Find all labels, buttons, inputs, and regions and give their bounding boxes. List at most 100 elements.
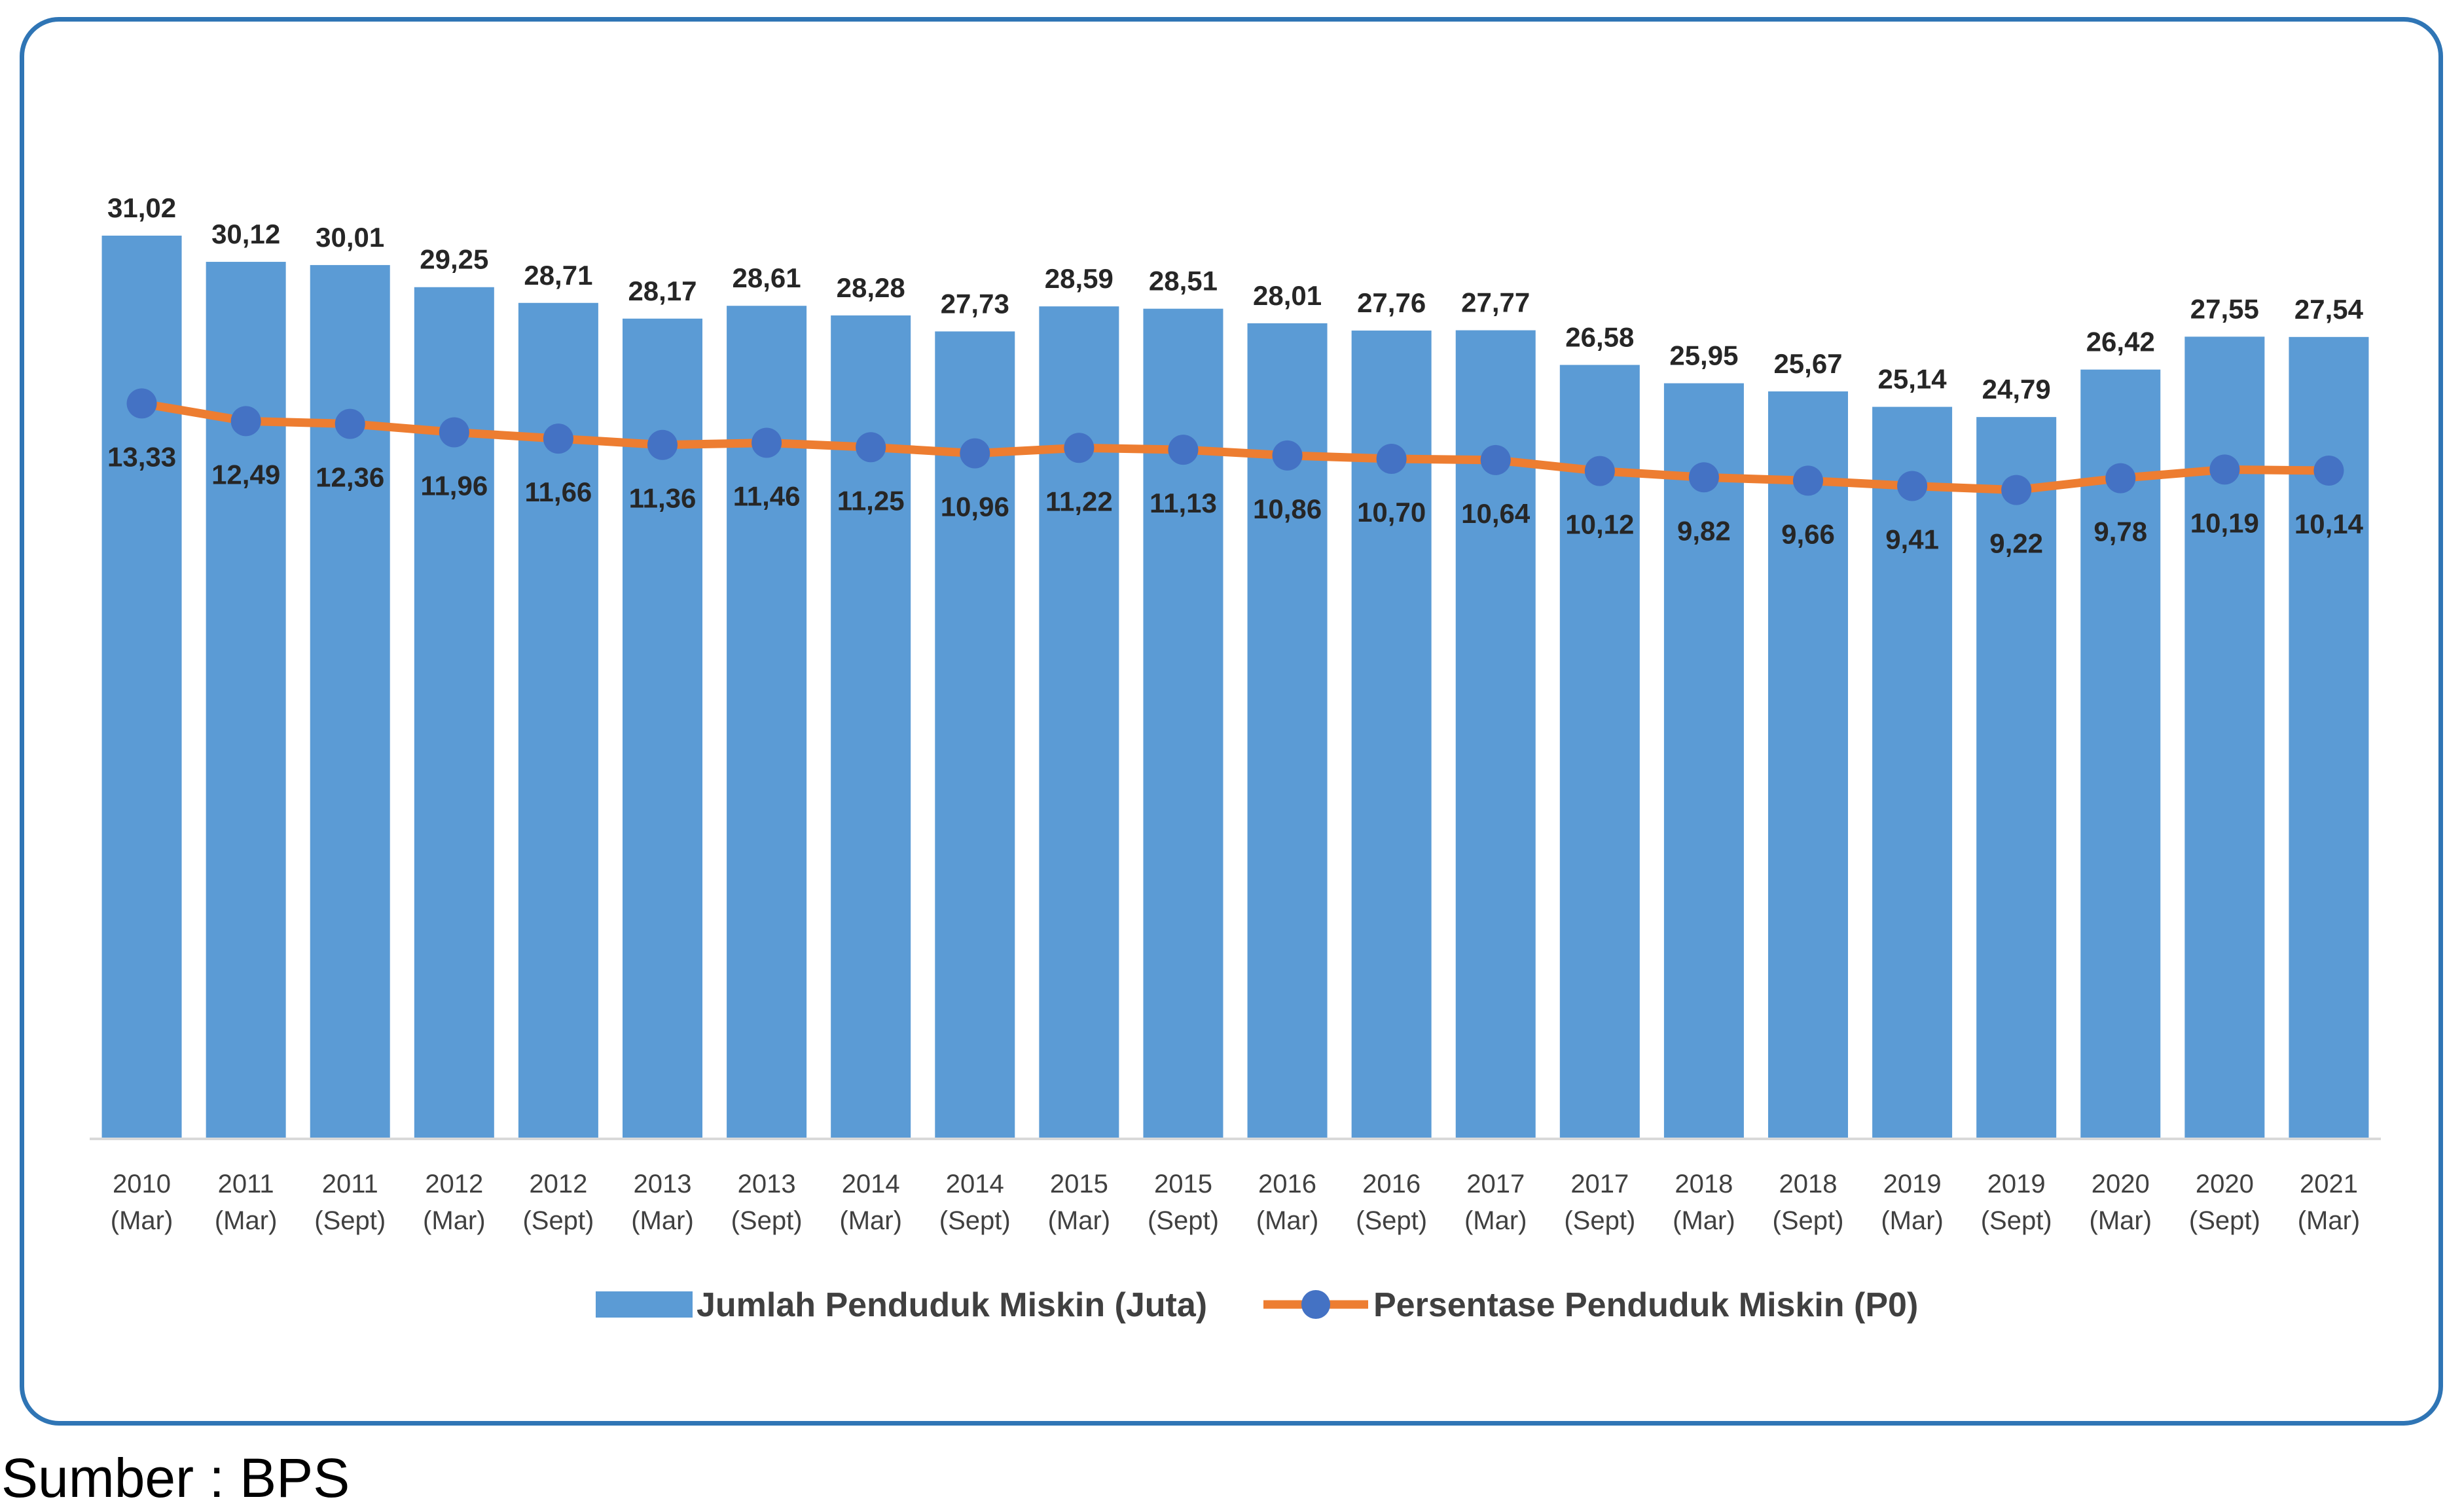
x-tick-label: 2019 [1987, 1170, 2046, 1198]
line-point [126, 388, 157, 419]
bar-value-label: 27,76 [1357, 287, 1426, 318]
line-value-label: 10,19 [2190, 507, 2259, 538]
bar-value-label: 25,14 [1878, 364, 1948, 395]
x-tick-label: 2015 [1050, 1170, 1108, 1198]
x-tick-label: (Mar) [1881, 1206, 1944, 1235]
line-point [752, 427, 782, 458]
bar-value-label: 26,42 [2086, 327, 2155, 357]
line-point [1272, 440, 1303, 471]
line-value-label: 11,46 [733, 481, 801, 512]
x-tick-label: (Mar) [2090, 1206, 2152, 1235]
line-point [1793, 465, 1823, 496]
bar-value-label: 25,95 [1669, 340, 1738, 371]
line-value-label: 11,96 [420, 470, 488, 501]
legend-line-label: Persentase Penduduk Miskin (P0) [1373, 1286, 1918, 1324]
bar [414, 287, 494, 1140]
bar-value-label: 28,51 [1149, 266, 1218, 297]
x-tick-label: 2017 [1570, 1170, 1629, 1198]
line-value-label: 13,33 [107, 441, 176, 472]
line-point [2209, 454, 2240, 485]
bar [1143, 308, 1223, 1139]
line-point [2001, 475, 2032, 505]
line-value-label: 10,86 [1253, 494, 1322, 524]
line-value-label: 11,13 [1150, 488, 1217, 518]
x-tick-label: 2010 [113, 1170, 171, 1198]
x-tick-label: (Mar) [215, 1206, 278, 1235]
x-tick-label: (Sept) [1356, 1206, 1427, 1235]
bar-value-label: 30,12 [211, 219, 280, 249]
line-value-label: 10,96 [941, 492, 1009, 522]
legend-bar-swatch [596, 1291, 693, 1318]
bar-value-label: 24,79 [1982, 374, 2051, 404]
line-value-label: 10,12 [1565, 509, 1634, 540]
bar [1768, 391, 1848, 1139]
bar [2080, 369, 2161, 1140]
bar-value-label: 27,55 [2190, 293, 2259, 324]
line-point [1688, 462, 1719, 493]
bar-value-label: 28,71 [524, 260, 592, 291]
x-tick-label: (Sept) [731, 1206, 803, 1235]
x-tick-label: (Mar) [1673, 1206, 1735, 1235]
line-value-label: 12,36 [316, 462, 384, 493]
bar-value-label: 28,01 [1253, 280, 1322, 311]
line-point [335, 408, 365, 439]
x-tick-label: (Sept) [939, 1206, 1011, 1235]
bar [101, 236, 182, 1139]
x-tick-label: (Sept) [522, 1206, 594, 1235]
x-tick-label: 2015 [1154, 1170, 1212, 1198]
x-tick-label: (Sept) [1148, 1206, 1219, 1235]
bar [1663, 383, 1744, 1139]
x-tick-label: (Sept) [1564, 1206, 1635, 1235]
x-tick-label: (Mar) [631, 1206, 694, 1235]
x-tick-label: 2020 [2092, 1170, 2150, 1198]
x-tick-label: (Sept) [2189, 1206, 2260, 1235]
x-tick-label: 2014 [842, 1170, 900, 1198]
bar-value-label: 27,77 [1461, 287, 1530, 318]
line-value-label: 12,49 [211, 459, 280, 490]
bar [310, 264, 390, 1139]
x-tick-label: (Mar) [1048, 1206, 1111, 1235]
line-point [230, 406, 261, 437]
x-tick-label: (Mar) [2298, 1206, 2361, 1235]
line-value-label: 9,78 [2093, 516, 2147, 547]
bar-value-label: 31,02 [107, 192, 176, 223]
line-value-label: 10,64 [1461, 498, 1531, 529]
x-tick-label: 2012 [425, 1170, 483, 1198]
x-tick-label: 2013 [738, 1170, 796, 1198]
legend-line-marker [1301, 1290, 1330, 1319]
line-point [647, 429, 678, 460]
bar-value-label: 27,54 [2294, 294, 2364, 325]
bar [1039, 306, 1119, 1139]
x-tick-label: 2018 [1779, 1170, 1838, 1198]
bar-value-label: 30,01 [316, 222, 384, 253]
line-point [1168, 435, 1199, 465]
bar [1976, 417, 2057, 1139]
line-point [960, 438, 990, 469]
line-value-label: 11,22 [1045, 486, 1113, 516]
source-caption: Sumber : BPS [1, 1447, 350, 1509]
bar-value-label: 28,28 [837, 272, 905, 303]
bar [1559, 365, 1640, 1139]
line-value-label: 11,25 [837, 485, 905, 516]
bar-value-label: 25,67 [1773, 348, 1842, 379]
x-tick-label: 2013 [634, 1170, 692, 1198]
x-tick-label: 2018 [1675, 1170, 1733, 1198]
x-tick-label: 2016 [1258, 1170, 1316, 1198]
line-point [439, 417, 469, 448]
bar-value-label: 28,61 [733, 262, 801, 293]
bar [206, 262, 286, 1139]
line-point [2105, 463, 2136, 494]
x-tick-label: (Mar) [1464, 1206, 1527, 1235]
line-point [856, 432, 886, 463]
line-point [1897, 471, 1928, 501]
line-point [2313, 455, 2344, 486]
x-tick-label: 2020 [2196, 1170, 2254, 1198]
x-tick-label: (Mar) [839, 1206, 902, 1235]
line-value-label: 9,41 [1885, 524, 1939, 554]
legend-bar-label: Jumlah Penduduk Miskin (Juta) [697, 1286, 1207, 1324]
bar-value-label: 28,17 [628, 276, 697, 306]
x-tick-label: 2011 [218, 1170, 274, 1198]
x-tick-label: 2019 [1883, 1170, 1942, 1198]
line-point [1376, 443, 1407, 474]
line-point [1480, 444, 1511, 475]
